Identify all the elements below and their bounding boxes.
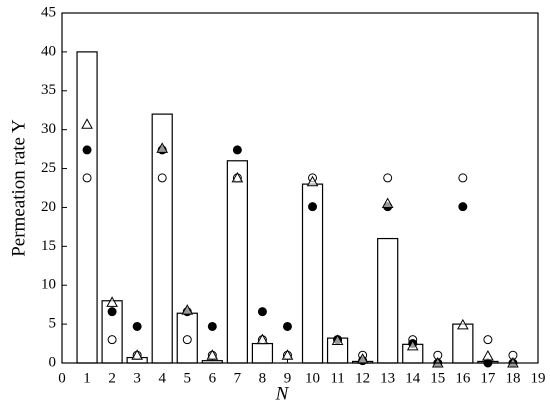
x-tick-label: 8 bbox=[259, 370, 267, 386]
y-tick-label: 40 bbox=[41, 43, 56, 59]
marker-circle-filled bbox=[132, 321, 142, 331]
y-tick-label: 20 bbox=[41, 199, 56, 215]
x-tick-label: 1 bbox=[83, 370, 91, 386]
y-axis-label: Permeation rate Y bbox=[8, 119, 29, 257]
x-tick-label: 13 bbox=[380, 370, 395, 386]
marker-triangle-open bbox=[256, 333, 269, 345]
marker-circle-filled bbox=[458, 202, 468, 212]
x-tick-label: 17 bbox=[480, 370, 496, 386]
marker-circle-filled bbox=[232, 145, 242, 155]
plot-frame bbox=[61, 12, 539, 364]
x-tick-label: 5 bbox=[184, 370, 192, 386]
x-tick-label: 12 bbox=[355, 370, 370, 386]
marker-circle-open bbox=[182, 335, 192, 345]
x-tick-label: 4 bbox=[158, 370, 166, 386]
marker-triangle-open bbox=[456, 318, 469, 330]
y-tick-label: 35 bbox=[41, 82, 56, 98]
marker-circle-open bbox=[157, 173, 167, 183]
bar bbox=[377, 237, 399, 364]
x-tick-label: 14 bbox=[405, 370, 421, 386]
marker-triangle-open bbox=[106, 296, 118, 307]
y-tick-label: 15 bbox=[41, 238, 56, 254]
marker-triangle-open bbox=[131, 349, 144, 360]
marker-triangle-open bbox=[231, 171, 244, 183]
bar bbox=[452, 323, 474, 364]
x-tick-label: 6 bbox=[209, 370, 217, 386]
marker-triangle-open bbox=[482, 349, 494, 361]
x-tick-label: 16 bbox=[455, 370, 471, 386]
marker-circle-open bbox=[383, 173, 393, 183]
y-tick-label: 30 bbox=[41, 121, 56, 137]
marker-circle-open bbox=[458, 173, 468, 183]
marker-triangle-open bbox=[206, 349, 219, 360]
marker-circle-open bbox=[483, 335, 493, 345]
y-tick-label: 45 bbox=[41, 4, 56, 20]
bar bbox=[251, 342, 274, 364]
marker-triangle-open bbox=[81, 118, 93, 129]
x-tick-label: 2 bbox=[108, 370, 116, 386]
x-tick-label: 19 bbox=[531, 370, 546, 386]
x-axis-label: N bbox=[275, 383, 290, 404]
marker-triangle-open bbox=[331, 334, 344, 345]
x-tick-label: 0 bbox=[58, 370, 66, 386]
y-tick-label: 5 bbox=[49, 316, 57, 332]
marker-circle-filled bbox=[282, 321, 292, 331]
marker-circle-filled bbox=[82, 145, 92, 155]
y-tick-label: 25 bbox=[41, 160, 56, 176]
y-tick-label: 10 bbox=[41, 277, 56, 293]
bar bbox=[76, 51, 98, 364]
marker-triangle-open bbox=[156, 142, 169, 153]
marker-circle-open bbox=[82, 173, 92, 183]
marker-circle-open bbox=[107, 335, 117, 345]
x-tick-label: 9 bbox=[284, 370, 292, 386]
marker-circle-filled bbox=[257, 307, 267, 317]
bar bbox=[226, 160, 248, 364]
marker-circle-filled bbox=[207, 321, 217, 331]
marker-triangle-open bbox=[406, 339, 419, 351]
x-tick-label: 10 bbox=[305, 370, 320, 386]
marker-triangle-open bbox=[181, 304, 194, 315]
marker-triangle-open bbox=[306, 175, 319, 187]
marker-triangle-open bbox=[281, 349, 294, 360]
x-tick-label: 11 bbox=[330, 370, 344, 386]
marker-circle-filled bbox=[308, 202, 318, 212]
x-tick-label: 7 bbox=[234, 370, 242, 386]
marker-circle-filled bbox=[107, 307, 117, 317]
x-tick-label: 3 bbox=[133, 370, 141, 386]
marker-triangle-open bbox=[381, 197, 394, 209]
x-tick-label: 18 bbox=[505, 370, 520, 386]
x-tick-label: 15 bbox=[430, 370, 445, 386]
y-tick-label: 0 bbox=[49, 354, 57, 370]
